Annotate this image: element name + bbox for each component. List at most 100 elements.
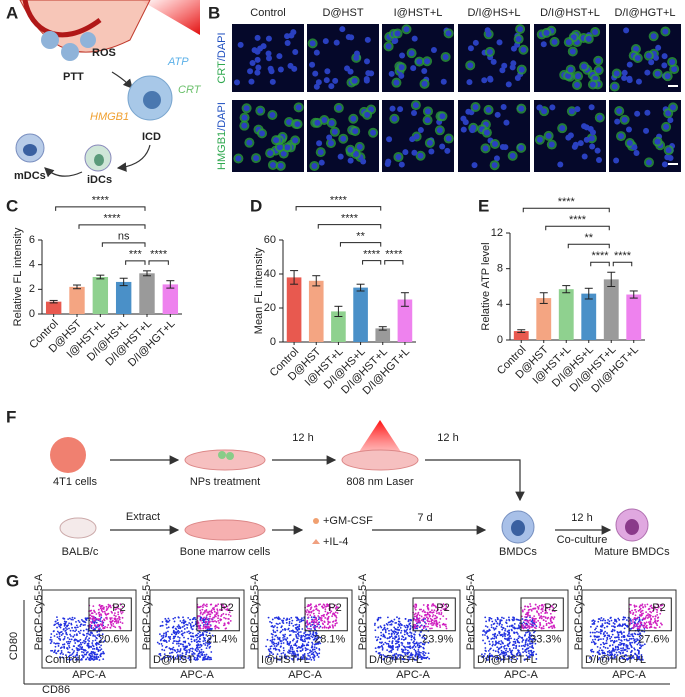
- event: [401, 624, 403, 626]
- event: [310, 628, 312, 630]
- nucleus: [386, 43, 392, 49]
- nucleus: [413, 102, 419, 108]
- event: [640, 646, 642, 648]
- event: [181, 630, 183, 632]
- event: [377, 627, 379, 629]
- nucleus: [259, 130, 265, 136]
- event: [524, 608, 526, 610]
- event: [296, 650, 298, 652]
- event: [651, 624, 653, 626]
- event: [283, 647, 285, 649]
- event: [374, 623, 376, 625]
- event: [202, 628, 204, 630]
- event: [604, 635, 606, 637]
- event: [94, 648, 96, 650]
- event: [313, 657, 315, 659]
- event: [548, 622, 550, 624]
- event: [504, 645, 506, 647]
- event: [83, 630, 85, 632]
- event: [77, 626, 79, 628]
- event: [86, 629, 88, 631]
- event: [208, 623, 210, 625]
- significance-bracket: [318, 225, 381, 229]
- event: [208, 627, 210, 629]
- nucleus: [393, 80, 399, 86]
- event: [197, 649, 199, 651]
- event: [615, 637, 617, 639]
- event: [492, 641, 494, 643]
- event: [296, 640, 298, 642]
- event: [186, 631, 188, 633]
- event: [550, 620, 552, 622]
- event: [56, 623, 58, 625]
- event: [202, 654, 204, 656]
- event: [525, 639, 527, 641]
- event: [425, 628, 427, 630]
- nucleus: [499, 67, 505, 73]
- event: [104, 611, 106, 613]
- event: [114, 618, 116, 620]
- event: [419, 635, 421, 637]
- event: [203, 617, 205, 619]
- nucleus: [468, 45, 474, 51]
- event: [67, 637, 69, 639]
- event: [271, 633, 273, 635]
- event: [103, 653, 105, 655]
- event: [515, 645, 517, 647]
- event: [58, 638, 60, 640]
- event: [484, 642, 486, 644]
- event: [513, 626, 515, 628]
- significance-label: ****: [363, 249, 381, 261]
- event: [67, 618, 69, 620]
- event: [649, 611, 651, 613]
- event: [616, 631, 618, 633]
- event: [494, 633, 496, 635]
- nucleus: [399, 52, 405, 58]
- cell: [41, 31, 59, 49]
- event: [541, 618, 543, 620]
- y-tick-label: 0: [270, 336, 276, 348]
- event: [270, 651, 272, 653]
- event: [89, 610, 91, 612]
- event: [211, 609, 213, 611]
- event: [205, 624, 207, 626]
- event: [640, 622, 642, 624]
- event: [406, 629, 408, 631]
- y-axis-label: CD80: [8, 632, 20, 660]
- y-tick-label: 0: [29, 308, 35, 320]
- event: [291, 647, 293, 649]
- event: [388, 646, 390, 648]
- event: [618, 651, 620, 653]
- event: [161, 645, 163, 647]
- event: [227, 618, 229, 620]
- event: [501, 629, 503, 631]
- event: [386, 643, 388, 645]
- event: [414, 614, 416, 616]
- event: [210, 604, 212, 606]
- event: [168, 647, 170, 649]
- arrow: [45, 168, 82, 176]
- event: [60, 623, 62, 625]
- event: [624, 636, 626, 638]
- event: [175, 628, 177, 630]
- nucleus: [589, 104, 595, 110]
- event: [624, 649, 626, 651]
- event: [425, 626, 427, 628]
- event: [174, 650, 176, 652]
- event: [84, 624, 86, 626]
- event: [532, 626, 534, 628]
- event: [543, 616, 545, 618]
- nucleus: [418, 153, 424, 159]
- event: [55, 621, 57, 623]
- event: [310, 659, 312, 661]
- significance-bracket: [102, 243, 145, 247]
- event: [607, 626, 609, 628]
- nucleus: [246, 140, 252, 146]
- event: [610, 636, 612, 638]
- event: [522, 618, 524, 620]
- event: [309, 638, 311, 640]
- event: [554, 616, 556, 618]
- event: [408, 624, 410, 626]
- event: [611, 620, 613, 622]
- event: [66, 647, 68, 649]
